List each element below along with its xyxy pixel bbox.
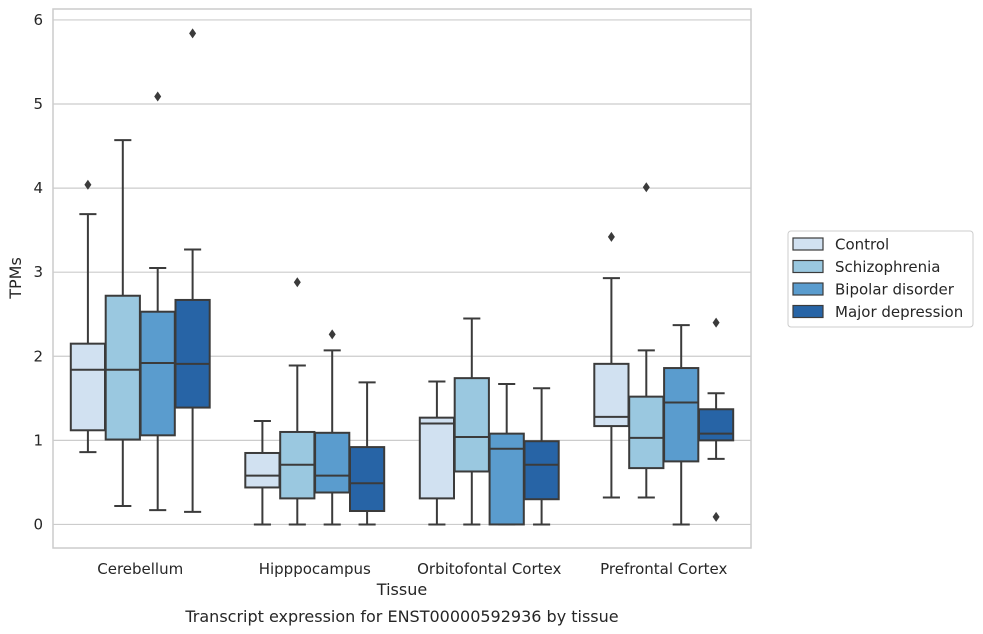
y-tick-label: 2 bbox=[33, 347, 43, 365]
y-tick-label: 6 bbox=[33, 11, 43, 29]
y-tick-label: 0 bbox=[33, 515, 43, 533]
box-iqr bbox=[244, 451, 281, 489]
box-2-1 bbox=[104, 139, 141, 507]
x-tick-label: Orbitofontal Cortex bbox=[417, 560, 561, 578]
box-1-1 bbox=[69, 179, 107, 454]
outlier-point bbox=[293, 277, 301, 288]
legend: Control Schizophrenia Bipolar disorder Majo… bbox=[787, 230, 974, 328]
outlier-point bbox=[712, 317, 720, 328]
box-iqr bbox=[593, 362, 630, 428]
x-axis-label: Tissue bbox=[376, 580, 427, 599]
y-tick-label: 5 bbox=[33, 95, 43, 113]
chart-caption: Transcript expression for ENST0000059293… bbox=[184, 607, 618, 626]
legend-swatch bbox=[792, 304, 824, 319]
box-4-3 bbox=[523, 387, 560, 526]
box-iqr bbox=[348, 446, 386, 513]
box-iqr bbox=[418, 416, 456, 500]
box-2-4 bbox=[628, 182, 665, 499]
box-iqr bbox=[488, 432, 525, 526]
legend-label: Bipolar disorder bbox=[835, 281, 955, 299]
box-3-2 bbox=[314, 329, 351, 526]
y-tick-labels: 0 1 2 3 4 5 6 bbox=[33, 11, 43, 534]
outlier-point bbox=[607, 231, 615, 242]
outlier-point bbox=[189, 28, 197, 39]
outlier-point bbox=[84, 179, 92, 190]
y-tick-label: 4 bbox=[33, 179, 43, 197]
outlier-point bbox=[712, 511, 720, 522]
legend-label: Major depression bbox=[835, 303, 963, 321]
outlier-point bbox=[154, 91, 162, 102]
y-axis-label: TPMs bbox=[6, 257, 25, 300]
box-iqr bbox=[628, 395, 665, 470]
y-tick-label: 3 bbox=[33, 263, 43, 281]
outlier-point bbox=[328, 329, 336, 340]
legend-items: Control Schizophrenia Bipolar disorder Majo… bbox=[792, 236, 963, 321]
box-iqr bbox=[523, 440, 560, 501]
box-iqr bbox=[139, 310, 176, 437]
y-tick-label: 1 bbox=[33, 431, 43, 449]
outlier-point bbox=[642, 182, 650, 193]
box-4-4 bbox=[697, 317, 735, 522]
boxplots bbox=[69, 28, 735, 526]
x-tick-label: Prefrontal Cortex bbox=[600, 560, 727, 578]
box-4-1 bbox=[174, 28, 211, 513]
box-iqr bbox=[104, 294, 141, 441]
box-iqr bbox=[697, 408, 735, 442]
box-1-2 bbox=[244, 420, 281, 526]
box-1-4 bbox=[593, 231, 630, 499]
box-2-2 bbox=[279, 277, 316, 526]
box-iqr bbox=[174, 298, 211, 409]
x-tick-labels: Cerebellum Hipppocampus Orbitofontal Corte… bbox=[97, 560, 727, 578]
x-tick-label: Cerebellum bbox=[97, 560, 183, 578]
legend-label: Control bbox=[835, 236, 889, 254]
box-3-1 bbox=[139, 91, 176, 512]
box-iqr bbox=[453, 377, 490, 473]
legend-swatch bbox=[792, 282, 824, 296]
legend-swatch bbox=[792, 259, 824, 274]
box-4-2 bbox=[348, 381, 386, 526]
plot-area-frame bbox=[52, 8, 752, 549]
legend-label: Schizophrenia bbox=[835, 258, 940, 276]
box-3-3 bbox=[488, 383, 525, 526]
box-iqr bbox=[663, 367, 700, 463]
box-iqr bbox=[69, 342, 107, 432]
legend-frame bbox=[787, 230, 974, 328]
box-1-3 bbox=[418, 380, 456, 526]
box-iqr bbox=[314, 431, 351, 494]
box-2-3 bbox=[453, 317, 490, 526]
box-3-4 bbox=[663, 324, 700, 526]
x-tick-label: Hipppocampus bbox=[259, 560, 371, 578]
legend-swatch bbox=[792, 237, 824, 251]
